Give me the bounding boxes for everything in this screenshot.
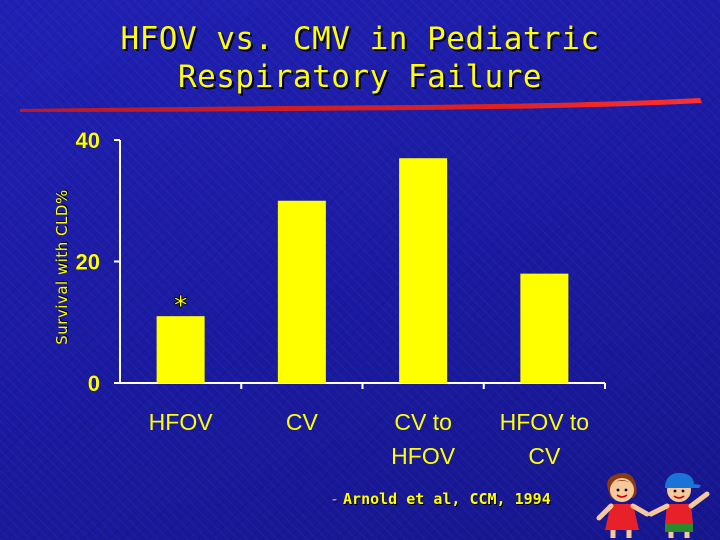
title-line-1: HFOV vs. CMV in Pediatric: [120, 21, 600, 57]
y-tick-label: 0: [88, 371, 100, 396]
y-tick-label: 20: [76, 250, 100, 275]
bar-annotation-asterisk: *: [174, 291, 188, 321]
x-tick-label: HFOV: [391, 443, 456, 469]
x-tick-label: HFOV to: [500, 409, 589, 435]
slide-title: HFOV vs. CMV in Pediatric Respiratory Fa…: [0, 20, 720, 96]
children-clipart-icon: [596, 472, 710, 538]
bar-cv: [277, 200, 326, 383]
x-tick-label: CV: [286, 409, 319, 435]
y-tick-label: 40: [76, 128, 100, 153]
citation-dash: -: [330, 490, 340, 508]
citation: - Arnold et al, CCM, 1994: [330, 490, 551, 508]
title-line-2: Respiratory Failure: [177, 59, 543, 95]
bar-cv-to-hfov: [399, 158, 448, 383]
x-tick-label: CV: [528, 443, 561, 469]
x-tick-label: HFOV: [149, 409, 214, 435]
bar-hfov: [156, 316, 205, 383]
citation-text: Arnold et al, CCM, 1994: [343, 490, 551, 508]
x-tick-label: CV to: [394, 409, 452, 435]
title-underline-rule: [20, 98, 702, 112]
bar-hfov-to-cv: [520, 273, 569, 383]
